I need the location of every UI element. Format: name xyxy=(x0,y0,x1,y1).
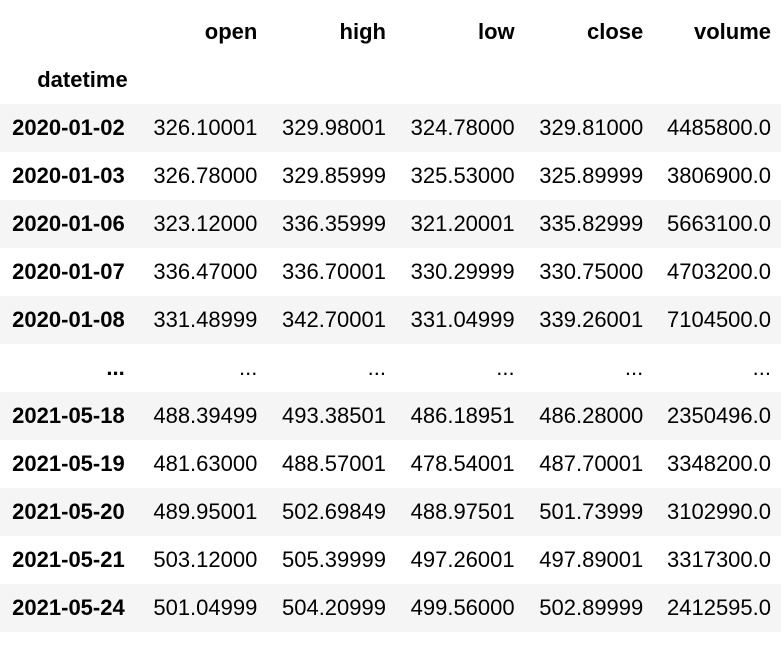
cell-open: ... xyxy=(239,355,258,380)
cell-low: 488.97501 xyxy=(410,499,515,524)
cell-volume: 4703200.0 xyxy=(667,259,771,284)
cell-open: 481.63000 xyxy=(153,451,258,476)
row-index: 2020-01-06 xyxy=(12,211,125,236)
table-row: 2020-01-07 336.47000 336.70001 330.29999 330… xyxy=(0,248,781,296)
cell-close: 486.28000 xyxy=(539,403,644,428)
ellipsis-row: .................. xyxy=(0,344,781,392)
cell-close: 339.26001 xyxy=(539,307,644,332)
cell-open: 336.47000 xyxy=(153,259,258,284)
row-index: 2021-05-24 xyxy=(12,595,125,620)
table-row: 2020-01-02 326.10001 329.98001 324.78000 329… xyxy=(0,104,781,152)
cell-close: 501.73999 xyxy=(539,499,644,524)
cell-high: ... xyxy=(367,355,386,380)
cell-low: 330.29999 xyxy=(410,259,515,284)
cell-low: 486.18951 xyxy=(410,403,515,428)
cell-close: 325.89999 xyxy=(539,163,644,188)
cell-open: 489.95001 xyxy=(153,499,258,524)
row-index: ... xyxy=(106,355,125,380)
cell-high: 488.57001 xyxy=(281,451,386,476)
cell-close: 497.89001 xyxy=(539,547,644,572)
cell-volume: 3348200.0 xyxy=(667,451,771,476)
cell-close: 487.70001 xyxy=(539,451,644,476)
cell-open: 503.12000 xyxy=(153,547,258,572)
column-header-row: open high low close volume xyxy=(0,8,781,56)
cell-open: 488.39499 xyxy=(153,403,258,428)
cell-high: 493.38501 xyxy=(281,403,386,428)
cell-low: 325.53000 xyxy=(410,163,515,188)
cell-volume: 3317300.0 xyxy=(667,547,771,572)
cell-high: 329.98001 xyxy=(281,115,386,140)
column-header-low: low xyxy=(477,19,515,44)
cell-high: 504.20999 xyxy=(281,595,386,620)
corner-cell xyxy=(0,8,137,56)
cell-open: 331.48999 xyxy=(153,307,258,332)
row-index: 2020-01-08 xyxy=(12,307,125,332)
table-row: 2021-05-24 501.04999 504.20999 499.56000 502… xyxy=(0,584,781,632)
column-header-open: open xyxy=(204,19,258,44)
cell-low: 331.04999 xyxy=(410,307,515,332)
table-body: 2020-01-02 326.10001 329.98001 324.78000 329… xyxy=(0,104,781,632)
cell-high: 502.69849 xyxy=(281,499,386,524)
cell-low: 499.56000 xyxy=(410,595,515,620)
cell-low: 497.26001 xyxy=(410,547,515,572)
table-row: 2020-01-08 331.48999 342.70001 331.04999 339… xyxy=(0,296,781,344)
column-header-high: high xyxy=(339,19,386,44)
cell-low: 324.78000 xyxy=(410,115,515,140)
cell-volume: 5663100.0 xyxy=(667,211,771,236)
cell-volume: 3806900.0 xyxy=(667,163,771,188)
cell-close: 335.82999 xyxy=(539,211,644,236)
table-row: 2021-05-21 503.12000 505.39999 497.26001 497… xyxy=(0,536,781,584)
index-name: datetime xyxy=(37,67,128,92)
cell-volume: 4485800.0 xyxy=(667,115,771,140)
table-row: 2020-01-03 326.78000 329.85999 325.53000 325… xyxy=(0,152,781,200)
cell-close: 329.81000 xyxy=(539,115,644,140)
table-row: 2021-05-20 489.95001 502.69849 488.97501 501… xyxy=(0,488,781,536)
cell-low: 321.20001 xyxy=(410,211,515,236)
table-row: 2021-05-18 488.39499 493.38501 486.18951 486… xyxy=(0,392,781,440)
row-index: 2020-01-03 xyxy=(12,163,125,188)
cell-volume: 7104500.0 xyxy=(667,307,771,332)
dataframe-table: open high low close volume datetime 2020… xyxy=(0,8,781,632)
cell-close: ... xyxy=(624,355,644,380)
row-index: 2021-05-19 xyxy=(12,451,125,476)
cell-volume: 2412595.0 xyxy=(667,595,771,620)
table-header: open high low close volume datetime xyxy=(0,8,781,104)
cell-open: 323.12000 xyxy=(153,211,258,236)
cell-close: 330.75000 xyxy=(539,259,644,284)
row-index: 2020-01-02 xyxy=(12,115,125,140)
column-header-volume: volume xyxy=(693,19,771,44)
table-row: 2020-01-06 323.12000 336.35999 321.20001 335… xyxy=(0,200,781,248)
row-index: 2021-05-18 xyxy=(12,403,125,428)
cell-open: 326.10001 xyxy=(153,115,258,140)
cell-low: 478.54001 xyxy=(410,451,515,476)
row-index: 2021-05-20 xyxy=(12,499,125,524)
cell-high: 336.70001 xyxy=(281,259,386,284)
cell-high: 342.70001 xyxy=(281,307,386,332)
table-row: 2021-05-19 481.63000 488.57001 478.54001 487… xyxy=(0,440,781,488)
cell-high: 329.85999 xyxy=(281,163,386,188)
index-name-row: datetime xyxy=(0,56,781,104)
cell-close: 502.89999 xyxy=(539,595,644,620)
cell-high: 505.39999 xyxy=(281,547,386,572)
cell-open: 326.78000 xyxy=(153,163,258,188)
column-header-close: close xyxy=(587,19,644,44)
cell-volume: 2350496.0 xyxy=(667,403,771,428)
cell-low: ... xyxy=(496,355,515,380)
cell-volume: ... xyxy=(752,355,771,380)
cell-open: 501.04999 xyxy=(153,595,258,620)
row-index: 2020-01-07 xyxy=(12,259,125,284)
cell-volume: 3102990.0 xyxy=(667,499,771,524)
cell-high: 336.35999 xyxy=(281,211,386,236)
row-index: 2021-05-21 xyxy=(12,547,125,572)
